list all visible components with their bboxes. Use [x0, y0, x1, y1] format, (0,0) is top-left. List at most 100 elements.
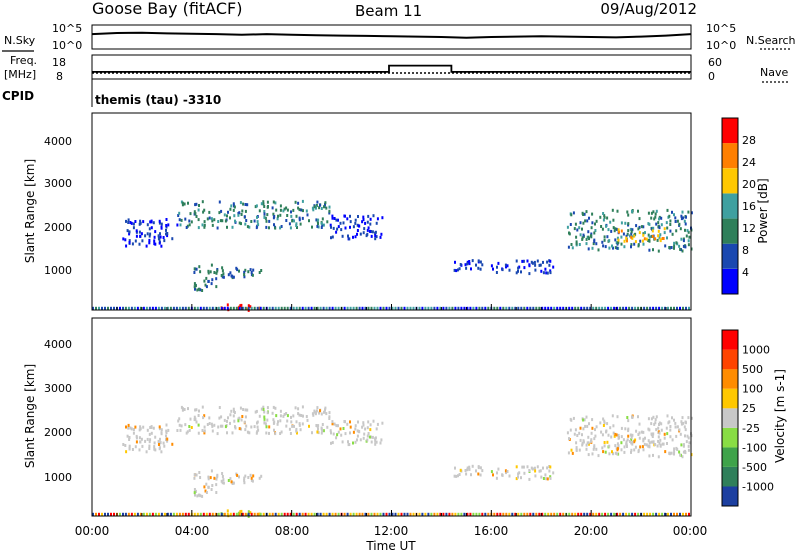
velocity-echo-cell — [187, 512, 190, 516]
power-echo-cell — [243, 215, 246, 219]
velocity-echo-cell — [241, 415, 244, 418]
velocity-echo-cell — [601, 512, 604, 516]
power-echo-cell — [523, 306, 526, 310]
velocity-echo-cell — [210, 488, 213, 491]
velocity-echo-cell — [145, 450, 148, 454]
colorbar-swatch — [722, 193, 738, 219]
power-echo-cell — [124, 306, 127, 310]
velocity-echo-cell — [658, 512, 661, 516]
velocity-echo-cell — [268, 431, 270, 435]
velocity-echo-cell — [317, 427, 319, 431]
power-echo-cell — [687, 210, 690, 214]
power-echo-cell — [250, 220, 253, 223]
power-echo-cell — [647, 233, 650, 237]
power-echo-cell — [574, 222, 577, 226]
velocity-echo-cell — [662, 442, 665, 446]
velocity-echo-cell — [508, 512, 511, 516]
power-echo-cell — [283, 207, 286, 211]
colorbar-tick-label: 28 — [742, 134, 756, 147]
power-echo-cell — [92, 306, 94, 310]
power-echo-cell — [688, 306, 690, 310]
power-echo-cell — [239, 304, 242, 308]
power-echo-cell — [207, 269, 210, 273]
velocity-echo-cell — [688, 512, 690, 516]
velocity-echo-cell — [654, 418, 657, 422]
velocity-echo-cell — [436, 512, 439, 516]
velocity-echo-cell — [631, 433, 634, 437]
velocity-echo-cell — [594, 428, 596, 432]
velocity-echo-cell — [638, 422, 641, 426]
velocity-echo-cell — [197, 431, 200, 435]
power-echo-cell — [301, 216, 304, 220]
velocity-echo-cell — [157, 439, 160, 443]
velocity-echo-cell — [517, 472, 520, 476]
power-echo-cell — [224, 219, 227, 223]
velocity-echo-cell — [328, 417, 331, 420]
power-echo-cell — [244, 222, 247, 226]
power-echo-cell — [648, 248, 651, 252]
power-echo-cell — [198, 265, 201, 269]
velocity-echo-cell — [247, 476, 250, 479]
velocity-echo-cell — [153, 445, 156, 449]
power-echo-cell — [246, 203, 249, 207]
velocity-panel: 4000 3000 2000 1000 Slant Range [km] 100… — [23, 317, 787, 518]
power-echo-cell — [249, 305, 252, 309]
power-echo-cell — [166, 306, 169, 310]
power-echo-cell — [250, 271, 253, 274]
power-echo-cell — [356, 223, 359, 227]
velocity-echo-cell — [651, 433, 653, 437]
power-echo-cell — [354, 235, 357, 239]
power-echo-cell — [505, 265, 507, 269]
power-echo-cell — [528, 263, 531, 267]
velocity-echo-cell — [152, 426, 155, 430]
power-echo-cell — [307, 306, 310, 310]
velocity-echo-cell — [681, 416, 684, 420]
velocity-echo-cell — [154, 512, 157, 516]
power-echo-cell — [255, 204, 258, 208]
power-echo-cell — [567, 245, 570, 249]
velocity-echo-cell — [271, 512, 274, 516]
velocity-echo-cell — [379, 512, 382, 516]
power-echo-cell — [256, 215, 258, 219]
velocity-echo-cell — [305, 415, 308, 418]
velocity-echo-cell — [226, 419, 228, 423]
velocity-echo-cell — [650, 417, 653, 421]
power-echo-cell — [650, 211, 653, 215]
power-echo-cell — [616, 306, 619, 310]
freq-tick-bottom: 8 — [56, 70, 63, 83]
power-echo-cell — [573, 227, 576, 231]
velocity-echo-cell — [165, 434, 167, 438]
power-echo-cell — [275, 208, 278, 212]
velocity-echo-cell — [612, 424, 615, 428]
velocity-echo-cell — [251, 479, 254, 483]
power-echo-cell — [316, 306, 319, 310]
power-echo-cell — [194, 212, 197, 216]
velocity-echo-cell — [232, 407, 235, 411]
velocity-echo-cell — [675, 434, 678, 438]
velocity-echo-cell — [128, 444, 131, 448]
velocity-echo-cell — [196, 494, 199, 498]
power-echo-cell — [570, 213, 573, 217]
velocity-echo-cell — [611, 450, 613, 454]
power-echo-cell — [648, 239, 651, 243]
power-echo-cell — [176, 223, 179, 227]
velocity-echo-cell — [538, 512, 541, 516]
velocity-echo-cell — [477, 465, 480, 469]
velocity-echo-cell — [535, 512, 538, 516]
power-echo-cell — [657, 229, 660, 233]
velocity-echo-cell — [326, 425, 329, 429]
velocity-echo-cell — [609, 426, 612, 430]
power-echo-cell — [246, 225, 249, 229]
velocity-echo-cell — [553, 512, 556, 516]
power-echo-cell — [154, 306, 157, 310]
power-echo-cell — [151, 306, 154, 310]
freq-tick-top: 18 — [52, 56, 66, 69]
power-echo-cell — [506, 264, 509, 268]
velocity-echo-cell — [122, 443, 125, 446]
velocity-echo-cell — [616, 442, 619, 446]
power-echo-cell — [465, 266, 468, 270]
velocity-echo-cell — [400, 512, 403, 516]
power-echo-cell — [297, 206, 300, 210]
velocity-echo-cell — [567, 451, 570, 455]
velocity-echo-cell — [226, 509, 229, 513]
